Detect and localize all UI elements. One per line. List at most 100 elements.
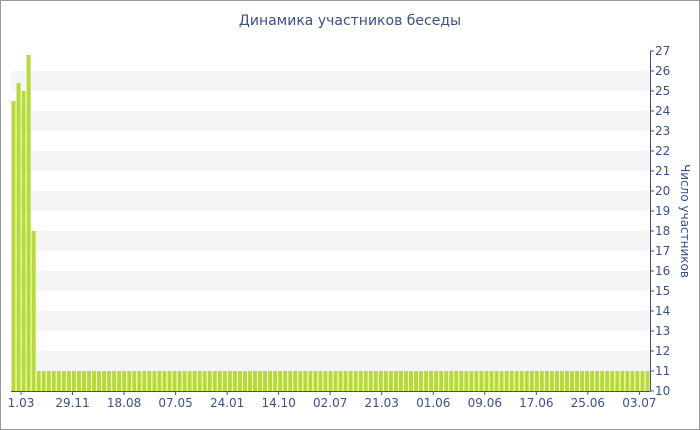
bar [303,371,308,391]
bar [56,371,61,391]
bar [263,371,268,391]
bar [610,371,615,391]
bar [112,371,117,391]
y-tick-label: 13 [655,324,670,338]
bar [554,371,559,391]
bar [494,371,499,391]
bar [424,371,429,391]
grid-band [11,271,650,291]
x-tick-label: 07.05 [158,396,192,410]
bar [36,371,41,391]
y-tick-label: 23 [655,124,670,138]
bar [419,371,424,391]
bar [393,371,398,391]
bar [167,371,172,391]
bar [373,371,378,391]
bar [268,371,273,391]
bar [207,371,212,391]
bar [645,371,650,391]
x-tick-label: 02.07 [313,396,347,410]
bar [86,371,92,391]
bar [444,371,449,391]
bar [429,371,434,391]
bar [177,371,182,391]
bar [247,371,253,391]
y-tick-label: 19 [655,204,670,218]
y-tick-label: 18 [655,224,670,238]
bar [323,371,328,391]
bar [308,371,313,391]
bar [222,371,227,391]
bar [253,371,258,391]
bar [76,371,81,391]
bar [97,371,102,391]
bar [569,371,575,391]
y-tick-label: 22 [655,144,670,158]
bar [172,371,177,391]
bar [504,371,509,391]
bar [539,371,544,391]
bar [192,371,197,391]
bar [227,371,232,391]
grid-band [11,151,650,171]
bar [403,371,408,391]
y-tick-label: 17 [655,244,670,258]
bar [484,371,489,391]
grid-bands [11,71,650,371]
bar [71,371,76,391]
bar [519,371,524,391]
bar [454,371,459,391]
bar [630,371,635,391]
bar [338,371,343,391]
x-tick-label: 1.03 [8,396,35,410]
bar [92,371,97,391]
bar [368,371,373,391]
bar [529,371,534,391]
bar [625,371,630,391]
x-tick-label: 18.08 [107,396,141,410]
y-tick-label: 25 [655,84,670,98]
bar [474,371,479,391]
bar [328,371,333,391]
bar [559,371,564,391]
y-tick-label: 15 [655,284,670,298]
grid-band [11,111,650,131]
y-tick-label: 26 [655,64,670,78]
bar [600,371,605,391]
grid-band [11,311,650,331]
bar [414,371,419,391]
bar [595,371,600,391]
bar [202,371,207,391]
bar [434,371,439,391]
bar [217,371,222,391]
y-tick-label: 16 [655,264,670,278]
bar [197,371,202,391]
bar [31,231,36,391]
x-tick-label: 29.11 [55,396,89,410]
bar [142,371,147,391]
x-tick-label: 24.01 [210,396,244,410]
bar [51,371,56,391]
bar [187,371,192,391]
bar [102,371,107,391]
grid-band [11,71,650,91]
bar [46,371,51,391]
y-tick-labels: 10 11 12 13 14 15 16 17 18 19 20 21 22 23 24 25 26 27 [650,44,670,398]
bar [107,371,112,391]
bar [358,371,363,391]
bar [575,371,580,391]
y-tick-label: 27 [655,44,670,58]
y-tick-label: 11 [655,364,670,378]
bar [283,371,288,391]
bar [157,371,162,391]
bar [26,55,31,391]
bar [363,371,368,391]
bar [635,371,640,391]
bar [162,371,167,391]
bar [273,371,278,391]
bar [232,371,237,391]
bar [353,371,358,391]
y-tick-label: 20 [655,184,670,198]
